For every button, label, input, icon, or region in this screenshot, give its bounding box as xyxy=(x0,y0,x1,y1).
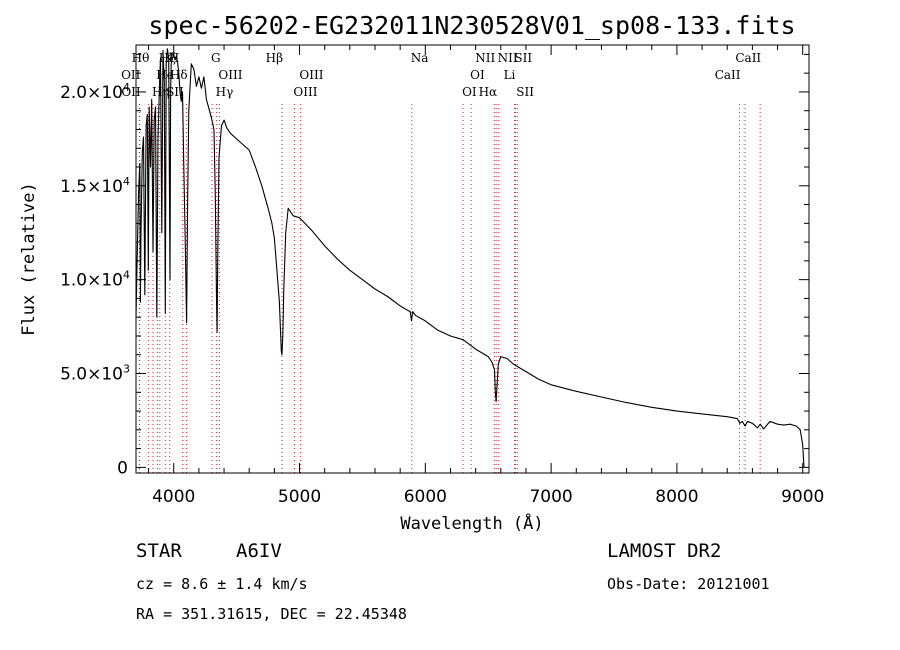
x-tick-label: 9000 xyxy=(781,487,824,507)
spectral-line-label: OII xyxy=(121,68,141,82)
spectral-line-label: SII xyxy=(516,85,534,99)
spectral-line-label: G xyxy=(211,51,221,65)
chart-title: spec-56202-EG232011N230528V01_sp08-133.f… xyxy=(148,11,795,40)
observation-date: Obs-Date: 20121001 xyxy=(607,575,770,593)
survey-release: LAMOST DR2 xyxy=(607,540,721,562)
x-tick-label: 8000 xyxy=(655,487,698,507)
spectral-line-label: SII xyxy=(514,51,532,65)
x-tick-label: 5000 xyxy=(278,487,321,507)
spectral-line-label: K xyxy=(164,51,174,65)
spectral-line-label: Hβ xyxy=(266,51,283,65)
object-type: STAR xyxy=(136,540,182,562)
spectral-line-label: OIII xyxy=(218,68,242,82)
y-tick-label: 1.0×104 xyxy=(60,269,130,291)
plot-frame xyxy=(135,44,810,474)
spectral-line-label: OI xyxy=(462,85,477,99)
spectral-line-label: NII xyxy=(498,51,518,65)
y-tick-label: 1.5×104 xyxy=(60,175,130,197)
y-axis-label: Flux (relative) xyxy=(19,182,39,336)
spectral-line-label: CaII xyxy=(715,68,741,82)
y-tick-label: 2.0×104 xyxy=(60,81,130,103)
redshift-cz: cz = 8.6 ± 1.4 km/s xyxy=(136,575,308,593)
spectral-subclass: A6IV xyxy=(236,540,282,562)
spectral-line-label: H xyxy=(169,51,179,65)
x-axis-label: Wavelength (Å) xyxy=(400,512,543,534)
spectral-line-label: NII xyxy=(475,51,495,65)
spectral-line-label: Hγ xyxy=(216,85,234,99)
y-tick-label: 0 xyxy=(117,458,128,478)
x-tick-label: 6000 xyxy=(404,487,447,507)
spectral-line-label: OIII xyxy=(293,85,317,99)
spectral-line-label: Na xyxy=(411,51,429,65)
spectral-line-label: OI xyxy=(470,68,485,82)
spectral-line-label: Hα xyxy=(479,85,498,99)
spectrum-line xyxy=(135,48,805,468)
y-tick-label: 5.0×103 xyxy=(60,363,130,385)
x-axis: 4000 5000 6000 7000 8000 9000 xyxy=(148,45,824,507)
y-axis: 0 5.0×103 1.0×104 1.5×104 2.0×104 xyxy=(60,53,809,478)
ra-dec-coords: RA = 351.31615, DEC = 22.45348 xyxy=(136,605,407,623)
x-tick-label: 4000 xyxy=(152,487,195,507)
spectral-line-label: Li xyxy=(504,68,516,82)
spectral-line-markers xyxy=(138,101,761,473)
spectral-line-label: CaII xyxy=(735,51,761,65)
spectral-line-labels: OIIOIIHθHηHeHζKHSIIHδGHγOIIIHβOIIIOIIINa… xyxy=(121,51,761,99)
spectral-line-label: OIII xyxy=(299,68,323,82)
x-tick-label: 7000 xyxy=(529,487,572,507)
spectral-line-label: Hθ xyxy=(132,51,150,65)
